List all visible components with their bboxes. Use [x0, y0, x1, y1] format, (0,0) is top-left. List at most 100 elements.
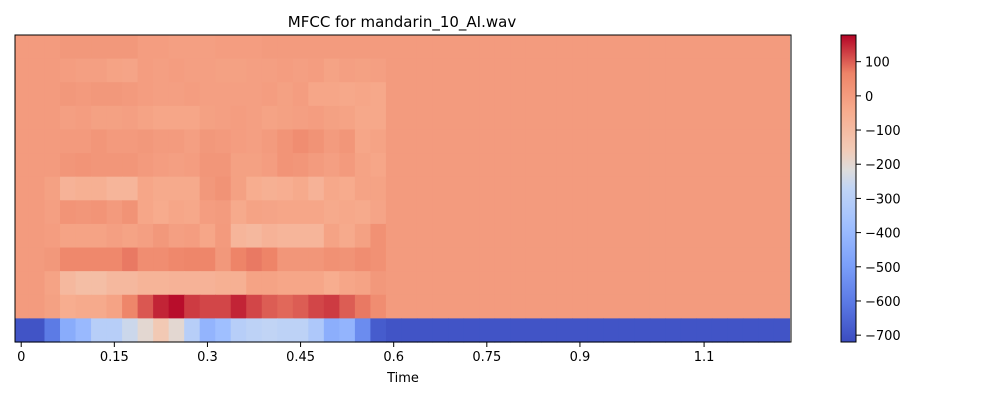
heatmap-cell	[106, 271, 123, 296]
heatmap-cell	[153, 105, 170, 131]
heatmap-cell	[665, 129, 682, 154]
heatmap-cell	[75, 271, 92, 296]
heatmap-cell	[758, 129, 775, 154]
heatmap-cell	[572, 318, 589, 343]
heatmap-cell	[649, 271, 666, 296]
heatmap-cell	[587, 105, 604, 131]
heatmap-cell	[246, 223, 263, 249]
heatmap-cell	[587, 294, 604, 319]
heatmap-cell	[727, 223, 744, 249]
heatmap-cell	[15, 318, 30, 343]
heatmap-cell	[75, 129, 92, 154]
heatmap-cell	[634, 129, 651, 154]
heatmap-cell	[618, 247, 635, 272]
heatmap-cell	[230, 247, 247, 272]
heatmap-cell	[199, 35, 216, 60]
heatmap-cell	[184, 58, 201, 83]
heatmap-cell	[463, 82, 480, 107]
heatmap-cell	[308, 35, 325, 60]
heatmap-cell	[215, 129, 232, 154]
heatmap-cell	[137, 223, 154, 249]
heatmap-cell	[370, 294, 387, 319]
heatmap-cell	[603, 129, 620, 154]
heatmap-cell	[463, 318, 480, 343]
colorbar-tick-label: −500	[865, 261, 901, 276]
heatmap-cell	[401, 105, 418, 131]
heatmap-cell	[215, 200, 232, 225]
heatmap-cell	[354, 82, 372, 107]
heatmap-cell	[15, 105, 30, 131]
heatmap-cell	[416, 176, 434, 201]
heatmap-cell	[184, 247, 201, 272]
heatmap-cell	[261, 82, 278, 107]
heatmap-cell	[122, 223, 139, 249]
heatmap-cell	[479, 223, 496, 249]
heatmap-cell	[727, 153, 744, 178]
heatmap-cell	[230, 129, 247, 154]
heatmap-cell	[401, 176, 418, 201]
heatmap-cell	[354, 247, 372, 272]
heatmap-cell	[137, 247, 154, 272]
heatmap-cell	[106, 318, 123, 343]
heatmap-cell	[556, 294, 573, 319]
heatmap-cell	[758, 82, 775, 107]
heatmap-cell	[370, 318, 387, 343]
heatmap-cell	[711, 247, 728, 272]
heatmap-cell	[711, 318, 728, 343]
heatmap-cell	[556, 271, 573, 296]
heatmap-cell	[246, 271, 263, 296]
heatmap-cell	[292, 200, 309, 225]
heatmap-cell	[137, 129, 154, 154]
heatmap-cell	[15, 271, 30, 296]
heatmap-cell	[106, 247, 123, 272]
heatmap-cell	[44, 294, 61, 319]
heatmap-cell	[556, 176, 573, 201]
heatmap-cell	[463, 271, 480, 296]
heatmap-cell	[665, 247, 682, 272]
heatmap-cell	[75, 105, 92, 131]
heatmap-cell	[28, 58, 46, 83]
heatmap-cell	[618, 153, 635, 178]
heatmap-cell	[106, 82, 123, 107]
heatmap-cell	[15, 223, 30, 249]
heatmap-cell	[401, 58, 418, 83]
heatmap-cell	[479, 200, 496, 225]
heatmap-cell	[308, 200, 325, 225]
heatmap-cell	[106, 200, 123, 225]
heatmap-cell	[199, 271, 216, 296]
heatmap-cell	[479, 247, 496, 272]
heatmap-cells	[15, 35, 791, 343]
heatmap-cell	[603, 318, 620, 343]
heatmap-cell	[448, 176, 465, 201]
heatmap-cell	[416, 223, 434, 249]
heatmap-cell	[44, 82, 61, 107]
heatmap-cell	[773, 82, 791, 107]
heatmap-cell	[122, 58, 139, 83]
heatmap-cell	[339, 153, 356, 178]
heatmap-cell	[122, 35, 139, 60]
heatmap-cell	[463, 153, 480, 178]
heatmap-cell	[230, 200, 247, 225]
heatmap-cell	[556, 35, 573, 60]
heatmap-cell	[634, 294, 651, 319]
heatmap-cell	[75, 58, 92, 83]
heatmap-cell	[122, 82, 139, 107]
heatmap-cell	[618, 271, 635, 296]
heatmap-cell	[215, 176, 232, 201]
heatmap-cell	[137, 35, 154, 60]
heatmap-cell	[603, 153, 620, 178]
heatmap-cell	[479, 318, 496, 343]
heatmap-cell	[510, 35, 527, 60]
heatmap-cell	[742, 271, 760, 296]
heatmap-cell	[339, 294, 356, 319]
heatmap-cell	[494, 200, 511, 225]
heatmap-cell	[448, 129, 465, 154]
heatmap-cell	[323, 153, 340, 178]
heatmap-cell	[618, 200, 635, 225]
heatmap-cell	[339, 318, 356, 343]
x-tick-label: 1.1	[694, 350, 715, 365]
heatmap-cell	[572, 35, 589, 60]
heatmap-cell	[230, 82, 247, 107]
heatmap-cell	[587, 318, 604, 343]
heatmap-cell	[494, 294, 511, 319]
